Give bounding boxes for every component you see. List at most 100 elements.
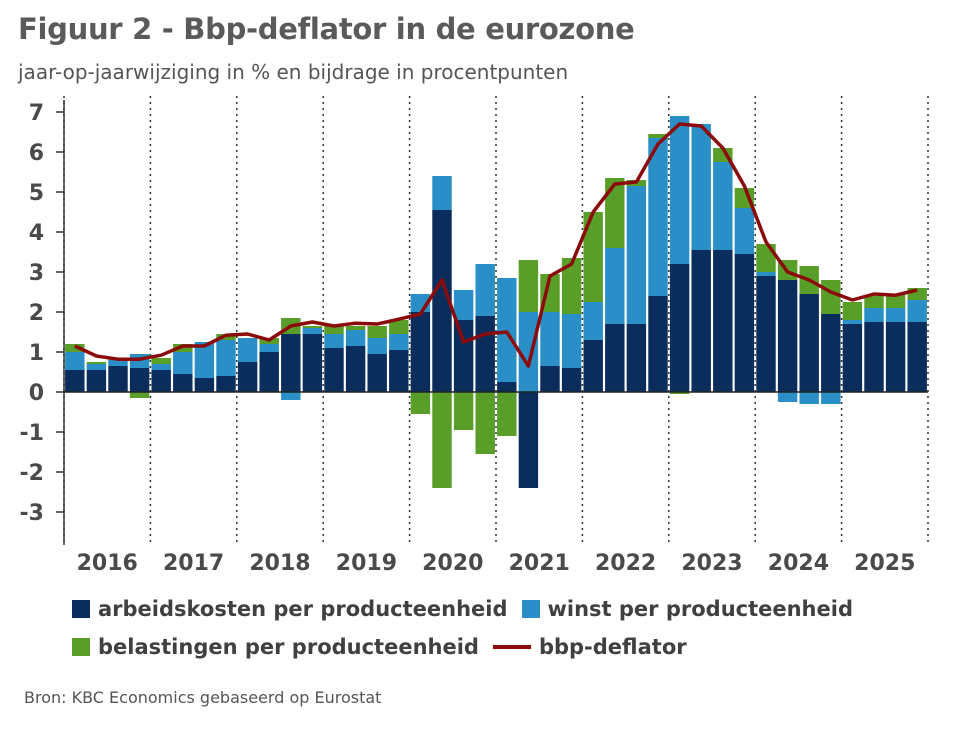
x-year-label: 2020 — [422, 551, 483, 576]
bar-arbeidskosten — [713, 250, 733, 392]
bar-arbeidskosten — [669, 264, 690, 392]
bar-winst — [605, 248, 625, 324]
y-tick-label: -1 — [20, 421, 44, 446]
bar-belastingen — [885, 294, 906, 308]
bar-arbeidskosten — [864, 322, 884, 392]
bar-arbeidskosten — [453, 320, 474, 392]
bar-winst — [648, 138, 668, 296]
bar-winst — [389, 334, 409, 350]
y-tick-label: 2 — [29, 301, 44, 326]
bar-belastingen — [518, 260, 539, 312]
bar-winst — [497, 278, 517, 382]
y-tick-label: 7 — [29, 101, 44, 126]
x-year-label: 2017 — [163, 551, 224, 576]
bar-arbeidskosten — [777, 280, 798, 392]
legend-item-bbp-deflator: bbp-deflator — [492, 635, 687, 659]
bar-belastingen — [129, 392, 150, 398]
bar-winst — [281, 392, 301, 400]
bar-winst — [713, 162, 733, 250]
bar-winst — [842, 320, 863, 324]
legend-swatch-winst — [521, 600, 540, 618]
bar-belastingen — [302, 326, 323, 328]
bar-arbeidskosten — [756, 276, 776, 392]
bar-arbeidskosten — [540, 366, 560, 392]
chart-title: Figuur 2 - Bbp-deflator in de eurozone — [18, 12, 635, 46]
bar-belastingen — [453, 392, 474, 430]
bar-winst — [626, 186, 647, 324]
x-year-label: 2023 — [681, 551, 742, 576]
bar-winst — [194, 342, 215, 378]
bar-belastingen — [497, 392, 517, 436]
bar-arbeidskosten — [281, 334, 301, 392]
bar-winst — [432, 176, 452, 210]
x-year-label: 2016 — [77, 551, 138, 576]
y-tick-label: 1 — [29, 341, 44, 366]
bar-belastingen — [410, 392, 431, 414]
bar-arbeidskosten — [605, 324, 625, 392]
y-tick-label: 3 — [29, 261, 44, 286]
bar-arbeidskosten — [821, 314, 841, 392]
bar-winst — [669, 116, 690, 264]
legend-item-winst: winst per producteenheid — [521, 597, 853, 621]
bar-belastingen — [605, 178, 625, 248]
x-year-label: 2022 — [595, 551, 656, 576]
bar-winst — [885, 308, 906, 322]
bar-winst — [129, 354, 150, 368]
bar-arbeidskosten — [497, 382, 517, 392]
bar-arbeidskosten — [108, 366, 128, 392]
bar-belastingen — [907, 288, 927, 300]
bar-belastingen — [475, 392, 495, 454]
bar-winst — [65, 352, 85, 370]
bar-winst — [86, 364, 107, 370]
x-year-label: 2024 — [768, 551, 829, 576]
bar-arbeidskosten — [237, 362, 258, 392]
y-tick-label: 5 — [29, 181, 44, 206]
chart-subtitle: jaar-op-jaarwijziging in % en bijdrage i… — [18, 60, 569, 84]
legend-item-belastingen: belastingen per producteenheid — [72, 635, 479, 659]
y-tick-label: 0 — [29, 381, 44, 406]
bar-arbeidskosten — [173, 374, 193, 392]
legend-label-arbeidskosten: arbeidskosten per producteenheid — [98, 597, 508, 621]
bar-arbeidskosten — [518, 392, 539, 488]
bar-winst — [216, 340, 236, 376]
bar-winst — [691, 124, 711, 250]
chart-area: 7 6 5 4 3 2 1 0 -1 -2 -3 2016 2017 2018 2019 2020 2021 20… — [20, 96, 929, 576]
bar-arbeidskosten — [691, 250, 711, 392]
bar-belastingen — [86, 362, 107, 364]
legend-swatch-belastingen — [72, 638, 90, 656]
bar-arbeidskosten — [324, 348, 344, 392]
bar-winst — [259, 344, 279, 352]
legend-label-winst: winst per producteenheid — [547, 597, 853, 621]
bar-belastingen — [648, 134, 668, 138]
bar-winst — [345, 330, 366, 346]
bar-arbeidskosten — [583, 340, 603, 392]
bar-arbeidskosten — [259, 352, 279, 392]
bar-winst — [367, 338, 387, 354]
legend-label-belastingen: belastingen per producteenheid — [98, 635, 479, 659]
bar-belastingen — [669, 392, 690, 394]
bar-arbeidskosten — [194, 378, 215, 392]
bar-winst — [864, 308, 884, 322]
x-year-label: 2018 — [249, 551, 310, 576]
bar-arbeidskosten — [734, 254, 755, 392]
bar-winst — [475, 264, 495, 316]
bar-belastingen — [864, 296, 884, 308]
bar-belastingen — [432, 392, 452, 488]
bar-arbeidskosten — [389, 350, 409, 392]
bar-arbeidskosten — [432, 210, 452, 392]
bar-winst — [799, 392, 819, 404]
bar-arbeidskosten — [302, 334, 323, 392]
x-year-label: 2021 — [509, 551, 570, 576]
bar-belastingen — [151, 358, 171, 364]
bar-winst — [324, 334, 344, 348]
bar-arbeidskosten — [561, 368, 582, 392]
bar-arbeidskosten — [799, 294, 819, 392]
bar-belastingen — [324, 326, 344, 334]
y-tick-label: 4 — [29, 221, 44, 246]
bar-arbeidskosten — [842, 324, 863, 392]
bar-winst — [561, 314, 582, 368]
bar-belastingen — [561, 258, 582, 314]
bar-arbeidskosten — [626, 324, 647, 392]
bar-winst — [777, 392, 798, 402]
y-tick-label: -3 — [20, 501, 44, 526]
